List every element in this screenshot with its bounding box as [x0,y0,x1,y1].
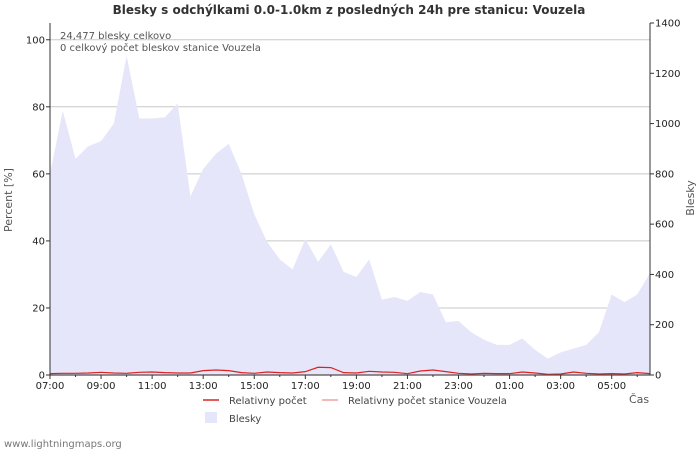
x-tick-label: 05:00 [597,381,626,392]
y-tick-label-left: 80 [32,102,45,113]
y-tick-label-left: 100 [26,35,45,46]
series-line-relativny-pocet [49,366,651,375]
x-tick-label: 11:00 [138,381,167,392]
x-tick-label: 13:00 [189,381,218,392]
x-tick-label: 03:00 [546,381,575,392]
x-axis-label: Čas [629,393,649,406]
legend: Relativny počet Relativny počet stanice … [203,395,507,425]
legend-label-blesky: Blesky [229,414,261,425]
legend-label-relativny-pocet-stanice: Relativny počet stanice Vouzela [348,395,507,407]
legend-label-relativny-pocet: Relativny počet [229,395,307,407]
y-tick-label-right: 400 [655,270,674,281]
y-tick-label-right: 1000 [655,119,680,130]
y-axis-label-right: Blesky [684,180,697,216]
legend-swatch-blesky [205,412,217,423]
x-tick-label: 23:00 [444,381,473,392]
y-tick-label-left: 60 [32,169,45,180]
chart-title: Blesky s odchýlkami 0.0-1.0km z posledný… [113,3,586,17]
y-axis-label-left: Percent [%] [2,168,15,232]
y-tick-label-right: 600 [655,220,674,231]
x-tick-label: 17:00 [291,381,320,392]
info-total-strikes: 24,477 blesky celkovo [60,31,171,42]
info-station-strikes: 0 celkový počet bleskov stanice Vouzela [60,42,261,54]
y-tick-label-right: 800 [655,169,674,180]
y-tick-label-right: 1200 [655,69,680,80]
y-tick-label-right: 1400 [655,19,680,30]
x-tick-label: 15:00 [240,381,269,392]
axes: 020406080100020040060080010001200140007:… [26,19,681,393]
plot-area [49,55,651,376]
x-tick-label: 09:00 [87,381,116,392]
x-tick-label: 19:00 [342,381,371,392]
y-tick-label-right: 0 [655,371,661,382]
x-tick-label: 07:00 [36,381,65,392]
y-tick-label-right: 200 [655,320,674,331]
footer-credit: www.lightningmaps.org [4,439,122,450]
x-tick-label: 01:00 [495,381,524,392]
series-area-blesky [50,55,650,375]
x-tick-label: 21:00 [393,381,422,392]
y-tick-label-left: 20 [32,303,45,314]
y-tick-label-left: 40 [32,236,45,247]
y-tick-label-left: 0 [39,371,45,382]
